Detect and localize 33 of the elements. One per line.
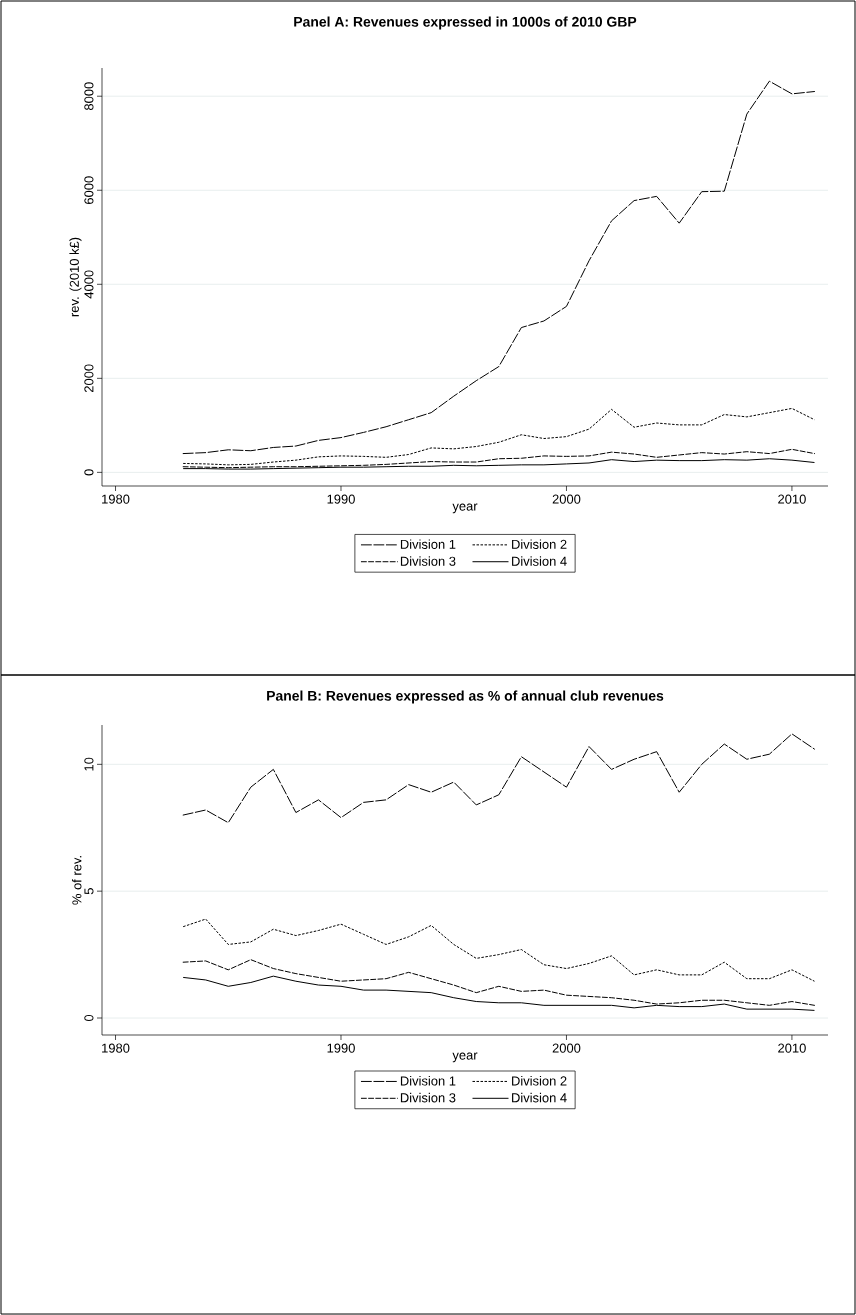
legend-label: Division 3: [400, 556, 456, 566]
y-tick-label: 2000: [84, 364, 94, 393]
legend-label: Division 2: [512, 539, 567, 549]
x-tick-label: 1990: [327, 1043, 355, 1053]
x-tick-label: 2000: [552, 494, 581, 504]
legend-label: Division 3: [400, 1092, 456, 1103]
line-series: [182, 80, 815, 455]
y-tick-label: 5: [84, 888, 94, 895]
y-tick-label: 8000: [84, 82, 94, 111]
x-axis-title: year: [452, 503, 478, 514]
legend-label: Division 1: [400, 539, 456, 549]
y-tick-label: 0: [84, 469, 94, 476]
x-tick-label: 2010: [778, 494, 806, 504]
x-axis-title: year: [452, 1052, 478, 1063]
y-tick-label: 4000: [84, 270, 94, 299]
legend-label: Division 4: [512, 1092, 567, 1103]
chart-title: Panel A: Revenues expressed in 1000s of 2010 GBP: [294, 16, 637, 30]
legend-label: Division 4: [512, 556, 567, 566]
y-tick-label: 6000: [84, 176, 94, 204]
x-tick-label: 1980: [102, 494, 130, 504]
legend-label: Division 2: [512, 1076, 567, 1086]
chart-title: Panel B: Revenues expressed as % of annual club revenues: [267, 690, 664, 704]
x-tick-label: 1990: [327, 494, 355, 504]
y-axis-title: % of rev.: [71, 856, 82, 905]
x-tick-label: 1980: [102, 1043, 130, 1053]
x-tick-label: 2000: [552, 1043, 581, 1053]
x-tick-label: 2010: [778, 1043, 806, 1053]
line-series: [182, 918, 815, 982]
line-series: [182, 407, 815, 466]
y-tick-label: 10: [84, 757, 94, 771]
y-tick-label: 0: [84, 1014, 94, 1022]
legend-label: Division 1: [400, 1076, 456, 1086]
y-axis-title: rev. (2010 k£): [69, 237, 82, 317]
